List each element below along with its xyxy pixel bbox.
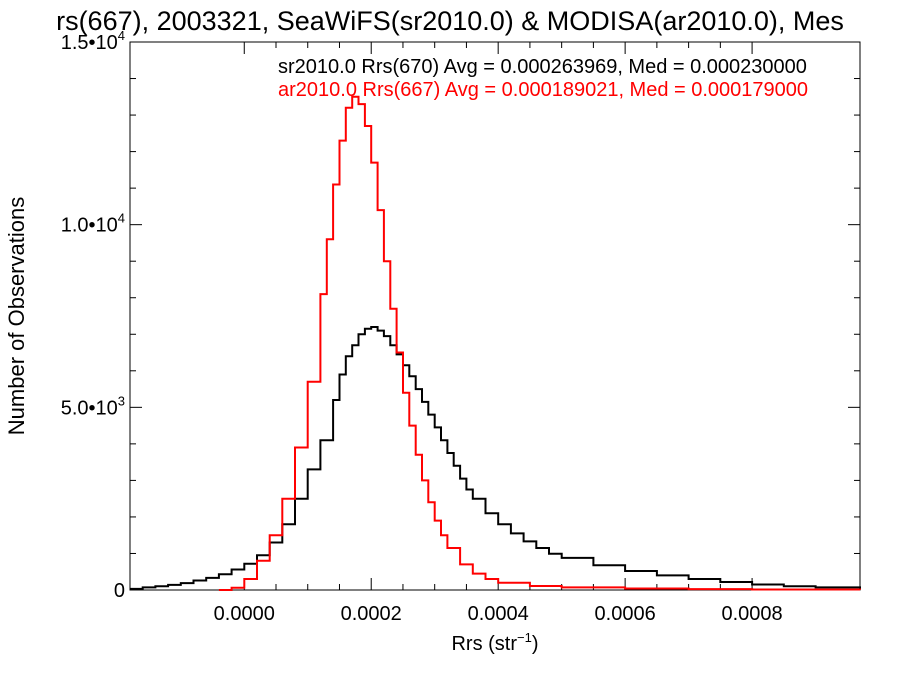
chart-title: rs(667), 2003321, SeaWiFS(sr2010.0) & MO… [56, 6, 844, 36]
series-sr2010-histogram [130, 326, 861, 590]
x-tick-label: 0.0004 [468, 603, 529, 625]
legend-entry-sr2010: sr2010.0 Rrs(670) Avg = 0.000263969, Med… [278, 56, 807, 78]
series-layer [130, 95, 861, 591]
y-tick-label: 0 [114, 580, 125, 602]
x-axis-label-main: Rrs (str [451, 633, 517, 655]
x-axis-label-close: ) [532, 633, 539, 655]
x-axis-label-sup: −1 [517, 630, 532, 645]
x-tick-label: 0.0006 [595, 603, 656, 625]
y-axis-label: Number of Observations [4, 197, 29, 435]
x-tick-label: 0.0008 [722, 603, 783, 625]
x-tick-label: 0.0000 [214, 603, 275, 625]
legend-entry-ar2010: ar2010.0 Rrs(667) Avg = 0.000189021, Med… [278, 79, 808, 101]
x-axis-ticks: 0.0000 0.0002 0.0004 0.0006 0.0008 [214, 42, 783, 625]
y-tick-label: 5.0•103 [61, 393, 125, 419]
series-ar2010-histogram [218, 95, 861, 591]
x-tick-label: 0.0002 [341, 603, 402, 625]
plot-frame [129, 41, 861, 591]
x-axis-label: Rrs (str−1) [451, 630, 538, 655]
y-tick-label: 1.0•104 [61, 211, 125, 237]
y-tick-label: 1.5•104 [61, 28, 125, 54]
y-axis-ticks: 0 5.0•103 1.0•104 1.5•104 [61, 28, 860, 602]
